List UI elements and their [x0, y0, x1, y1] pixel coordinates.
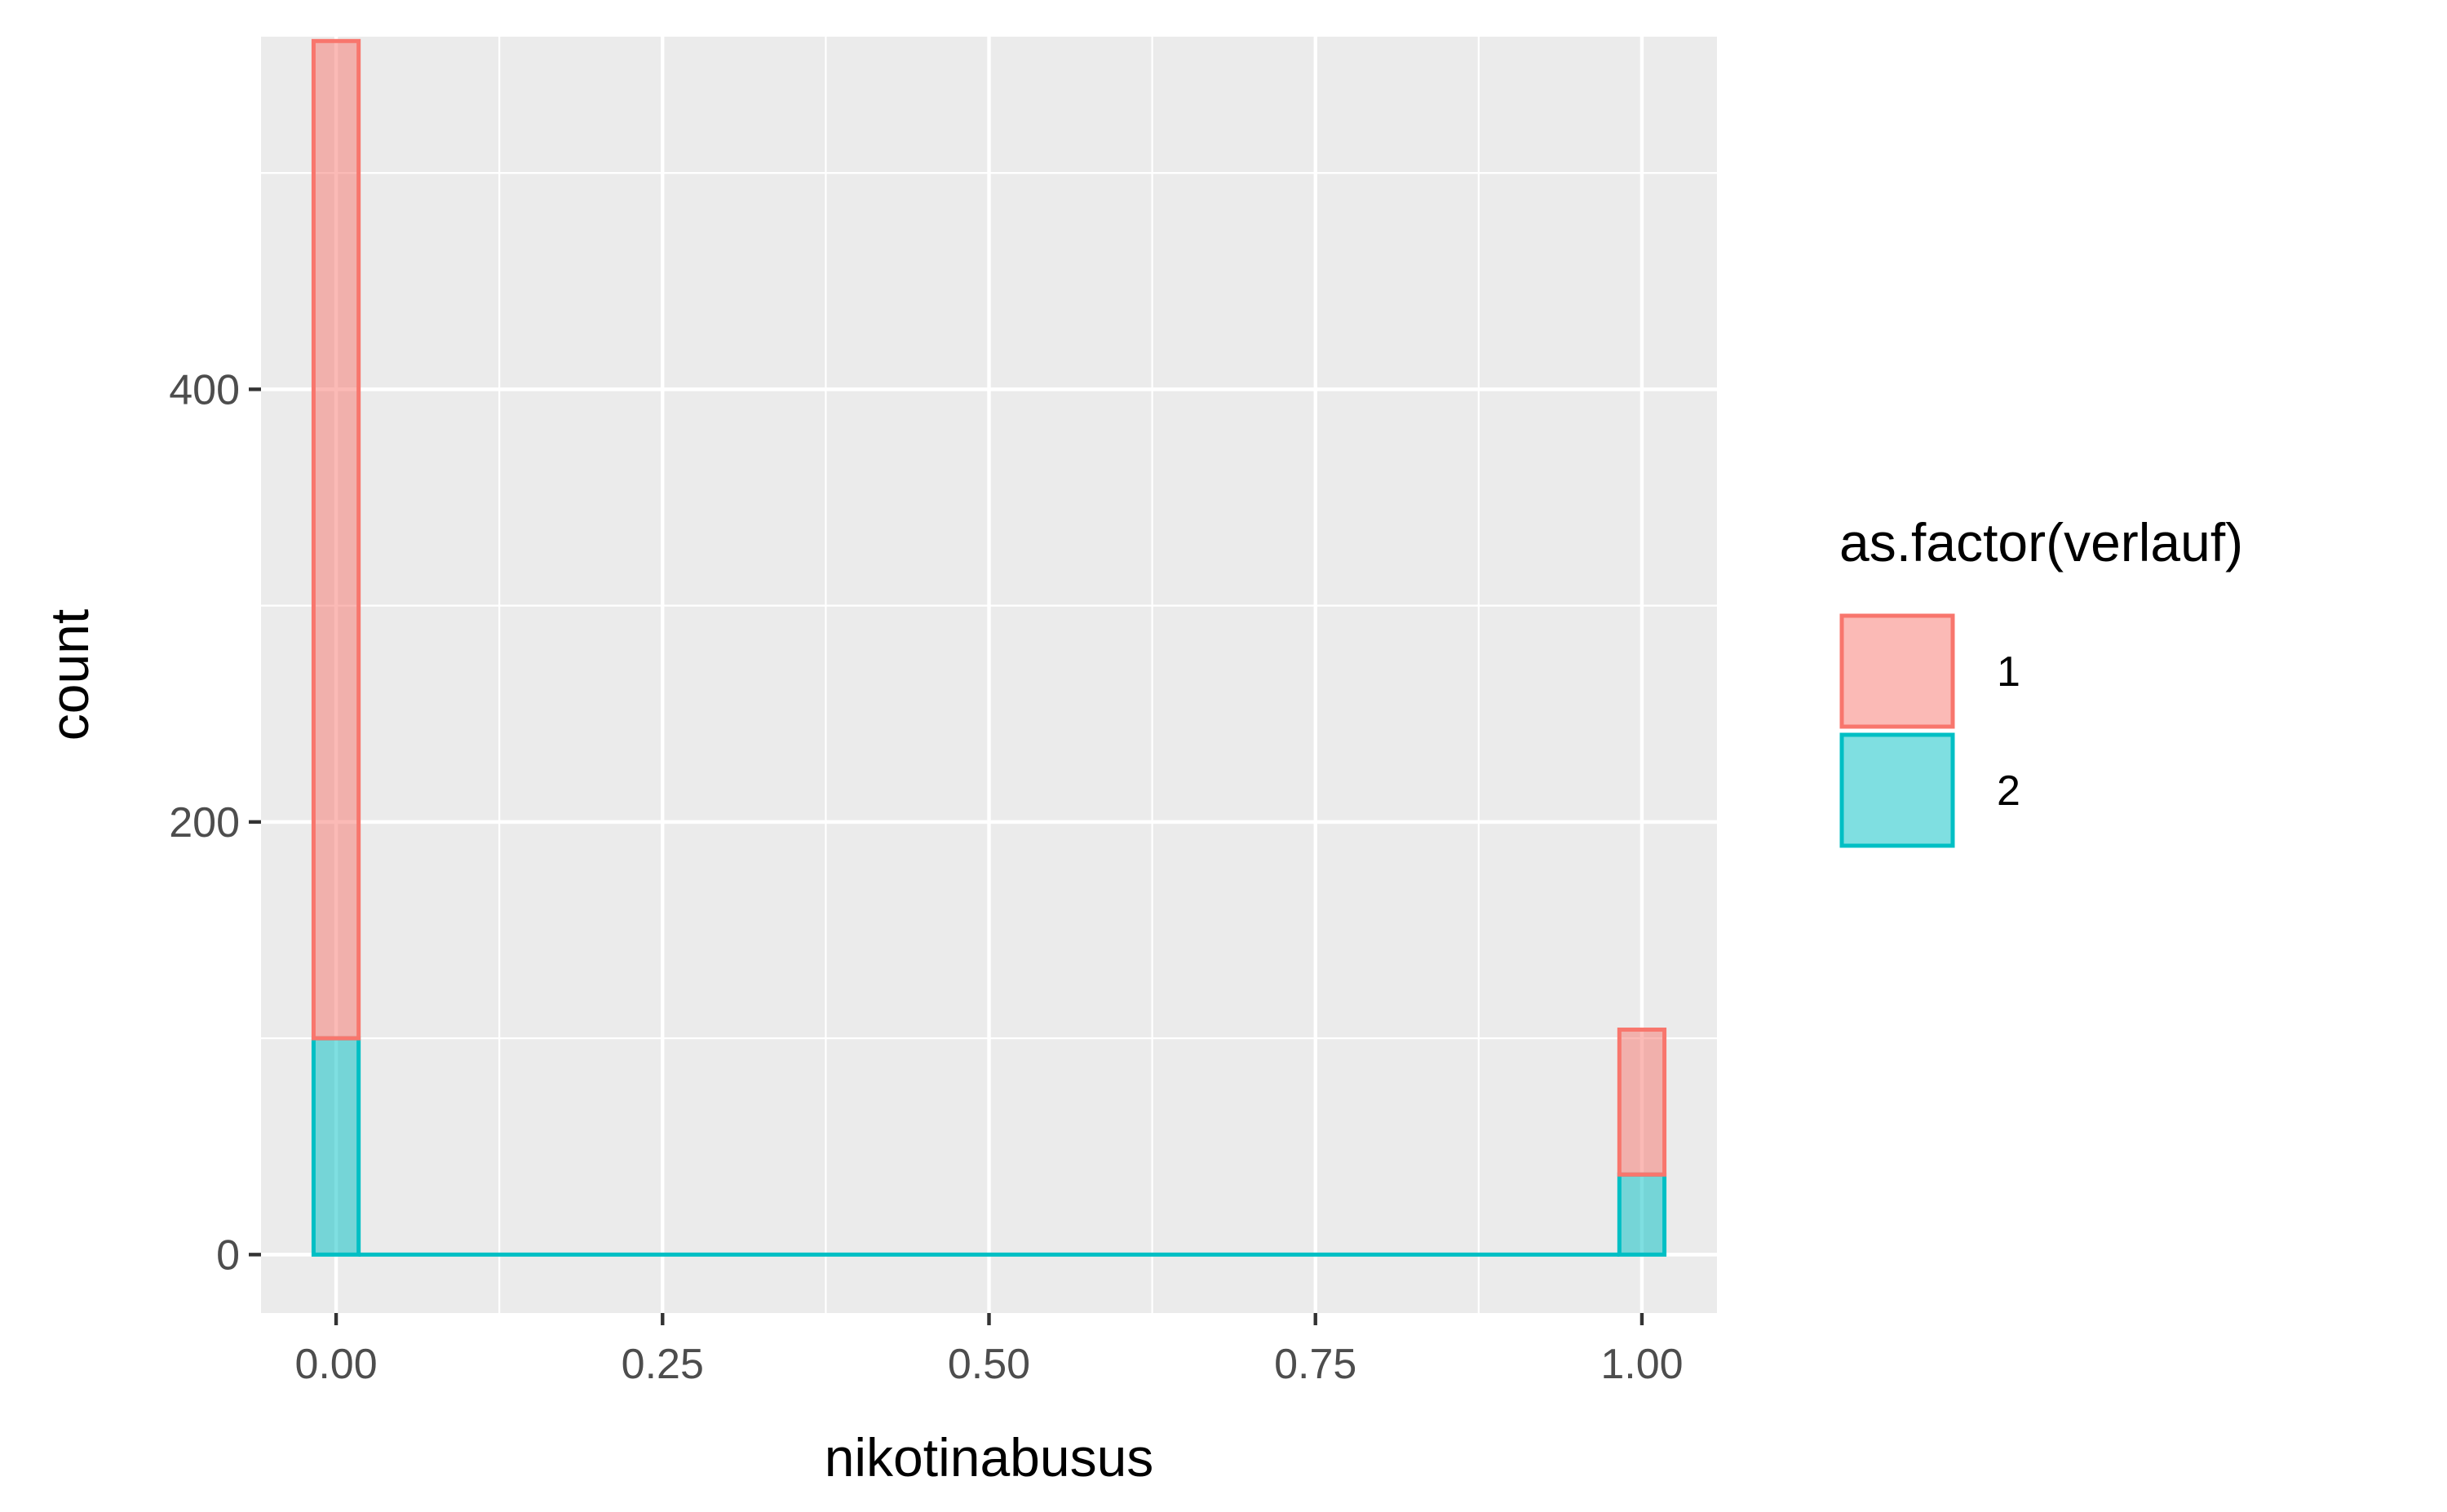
y-axis: 0 200 400 — [169, 366, 261, 1279]
legend-label-2: 2 — [1997, 767, 2020, 815]
legend-label-1: 1 — [1997, 648, 2020, 696]
y-tick-label: 0 — [216, 1231, 240, 1279]
legend-title: as.factor(verlauf) — [1839, 512, 2243, 573]
x-tick-label: 0.50 — [948, 1341, 1030, 1388]
bar-series-2-bin-1 — [1617, 1172, 1667, 1257]
x-axis: 0.00 0.25 0.50 0.75 1.00 — [294, 1313, 1684, 1388]
legend-key-1 — [1839, 613, 1955, 729]
legend-key-2 — [1839, 732, 1955, 848]
bars — [311, 38, 1667, 1257]
x-tick-label: 0.75 — [1274, 1341, 1356, 1388]
x-tick-label: 1.00 — [1600, 1341, 1683, 1388]
legend: as.factor(verlauf) 1 2 — [1839, 512, 2243, 848]
x-axis-title: nikotinabusus — [825, 1427, 1154, 1488]
x-tick-label: 0.25 — [622, 1341, 704, 1388]
bar-series-1-bin-1 — [1617, 1028, 1667, 1177]
y-tick-label: 200 — [169, 799, 240, 847]
x-tick-label: 0.00 — [294, 1341, 377, 1388]
bar-series-1-bin-0 — [311, 38, 361, 1041]
y-tick-label: 400 — [169, 366, 240, 413]
bar-series-2-bin-0 — [311, 1036, 361, 1257]
y-axis-title: count — [39, 609, 100, 741]
